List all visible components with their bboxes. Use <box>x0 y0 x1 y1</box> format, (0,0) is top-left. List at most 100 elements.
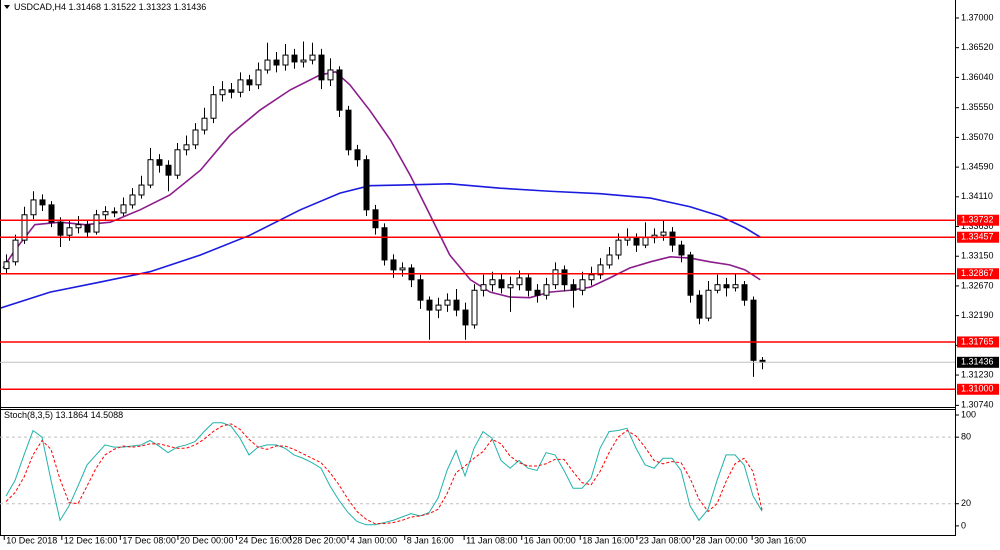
candle-body <box>741 284 748 301</box>
candle-body <box>255 69 262 86</box>
candle-body <box>444 299 451 306</box>
candle-body <box>516 277 523 286</box>
close: 1.31436 <box>174 2 207 12</box>
candle-body <box>192 129 199 146</box>
candle-body <box>147 159 154 186</box>
candle-body <box>57 221 64 236</box>
candle-body <box>3 261 10 270</box>
candle-body <box>714 284 721 291</box>
y-tick-label: 1.31230 <box>961 369 994 379</box>
stoch-title: Stoch(8,3,5) <box>4 410 53 420</box>
candle-body <box>21 214 28 241</box>
candle-body <box>354 149 361 161</box>
price-label: 1.31436 <box>961 357 994 367</box>
candle-body <box>111 211 118 214</box>
x-tick-label: 16 Jan 00:00 <box>524 535 576 545</box>
candle-body <box>372 209 379 229</box>
candle-body <box>435 304 442 311</box>
stoch-y-tick-label: 20 <box>961 498 971 508</box>
x-tick-label: 20 Dec 00:00 <box>180 535 234 545</box>
y-tick-label: 1.35550 <box>961 102 994 112</box>
candle-body <box>120 204 127 214</box>
low: 1.31323 <box>139 2 172 12</box>
x-tick-label: 17 Dec 08:00 <box>122 535 176 545</box>
candle-body <box>723 284 730 289</box>
candle-body <box>291 54 298 63</box>
candle-body <box>471 289 478 326</box>
candle-body <box>30 199 37 216</box>
candle-body <box>489 279 496 286</box>
x-tick-label: 10 Dec 2018 <box>6 535 57 545</box>
candle-body <box>453 299 460 311</box>
high: 1.31522 <box>104 2 137 12</box>
candle-body <box>174 149 181 176</box>
x-tick-label: 18 Jan 16:00 <box>582 535 634 545</box>
candle-body <box>579 279 586 291</box>
candle-body <box>219 89 226 96</box>
candle-body <box>480 284 487 291</box>
candle-body <box>84 224 91 233</box>
y-tick-label: 1.30740 <box>961 400 994 410</box>
candle-body <box>327 69 334 81</box>
x-tick-label: 23 Jan 08:00 <box>639 535 691 545</box>
candle-body <box>156 159 163 166</box>
candle-body <box>696 294 703 319</box>
y-tick-label: 1.33150 <box>961 251 994 261</box>
candle-body <box>66 227 73 236</box>
candle-body <box>336 69 343 111</box>
candle-body <box>210 94 217 119</box>
candle-body <box>381 227 388 261</box>
level-label-box <box>957 214 999 226</box>
candle-body <box>309 54 316 61</box>
x-tick-label: 28 Jan 00:00 <box>696 535 748 545</box>
candle-body <box>129 194 136 206</box>
candle-body <box>102 211 109 216</box>
candle-body <box>264 59 271 71</box>
y-tick-label: 1.36520 <box>961 42 994 52</box>
candle-body <box>183 144 190 151</box>
x-tick-label: 12 Dec 16:00 <box>64 535 118 545</box>
level-label: 1.33732 <box>961 215 994 225</box>
candle-body <box>570 284 577 291</box>
candle-body <box>669 231 676 246</box>
chart-header: USDCAD,H4 1.31468 1.31522 1.31323 1.3143… <box>14 2 206 12</box>
stoch-y-tick-label: 100 <box>961 409 976 419</box>
candle-body <box>633 237 640 246</box>
candle-body <box>597 264 604 276</box>
candle-body <box>363 159 370 211</box>
level-label-box <box>957 231 999 243</box>
y-tick-label: 1.37000 <box>961 12 994 22</box>
candle-body <box>642 237 649 246</box>
stoch-y-tick-label: 0 <box>961 520 966 530</box>
stoch-header: Stoch(8,3,5) 13.1864 14.5088 <box>4 410 123 420</box>
candle-body <box>390 259 397 271</box>
candle-body <box>345 109 352 151</box>
candle-body <box>399 267 406 271</box>
candle-body <box>678 244 685 256</box>
level-label: 1.31000 <box>961 384 994 394</box>
stoch-y-tick-label: 80 <box>961 432 971 442</box>
candle-body <box>75 224 82 229</box>
candle-body <box>552 269 559 286</box>
candle-body <box>498 279 505 289</box>
candle-body <box>624 237 631 241</box>
x-tick-label: 4 Jan 00:00 <box>350 535 397 545</box>
moving-average <box>2 70 761 299</box>
level-label: 1.33457 <box>961 232 994 242</box>
symbol: USDCAD,H4 <box>14 2 66 12</box>
candle-body <box>300 59 307 63</box>
y-tick-label: 1.34590 <box>961 161 994 171</box>
moving-average <box>0 183 761 309</box>
candle-body <box>201 117 208 131</box>
candle-body <box>660 231 667 236</box>
candle-body <box>39 199 46 206</box>
candle-body <box>237 79 244 93</box>
stoch-line <box>5 423 763 525</box>
y-tick-label: 1.34110 <box>961 191 993 201</box>
candle-body <box>543 284 550 296</box>
x-tick-label: 28 Dec 20:00 <box>292 535 346 545</box>
y-tick-label: 1.32670 <box>961 280 994 290</box>
candle-body <box>417 279 424 301</box>
